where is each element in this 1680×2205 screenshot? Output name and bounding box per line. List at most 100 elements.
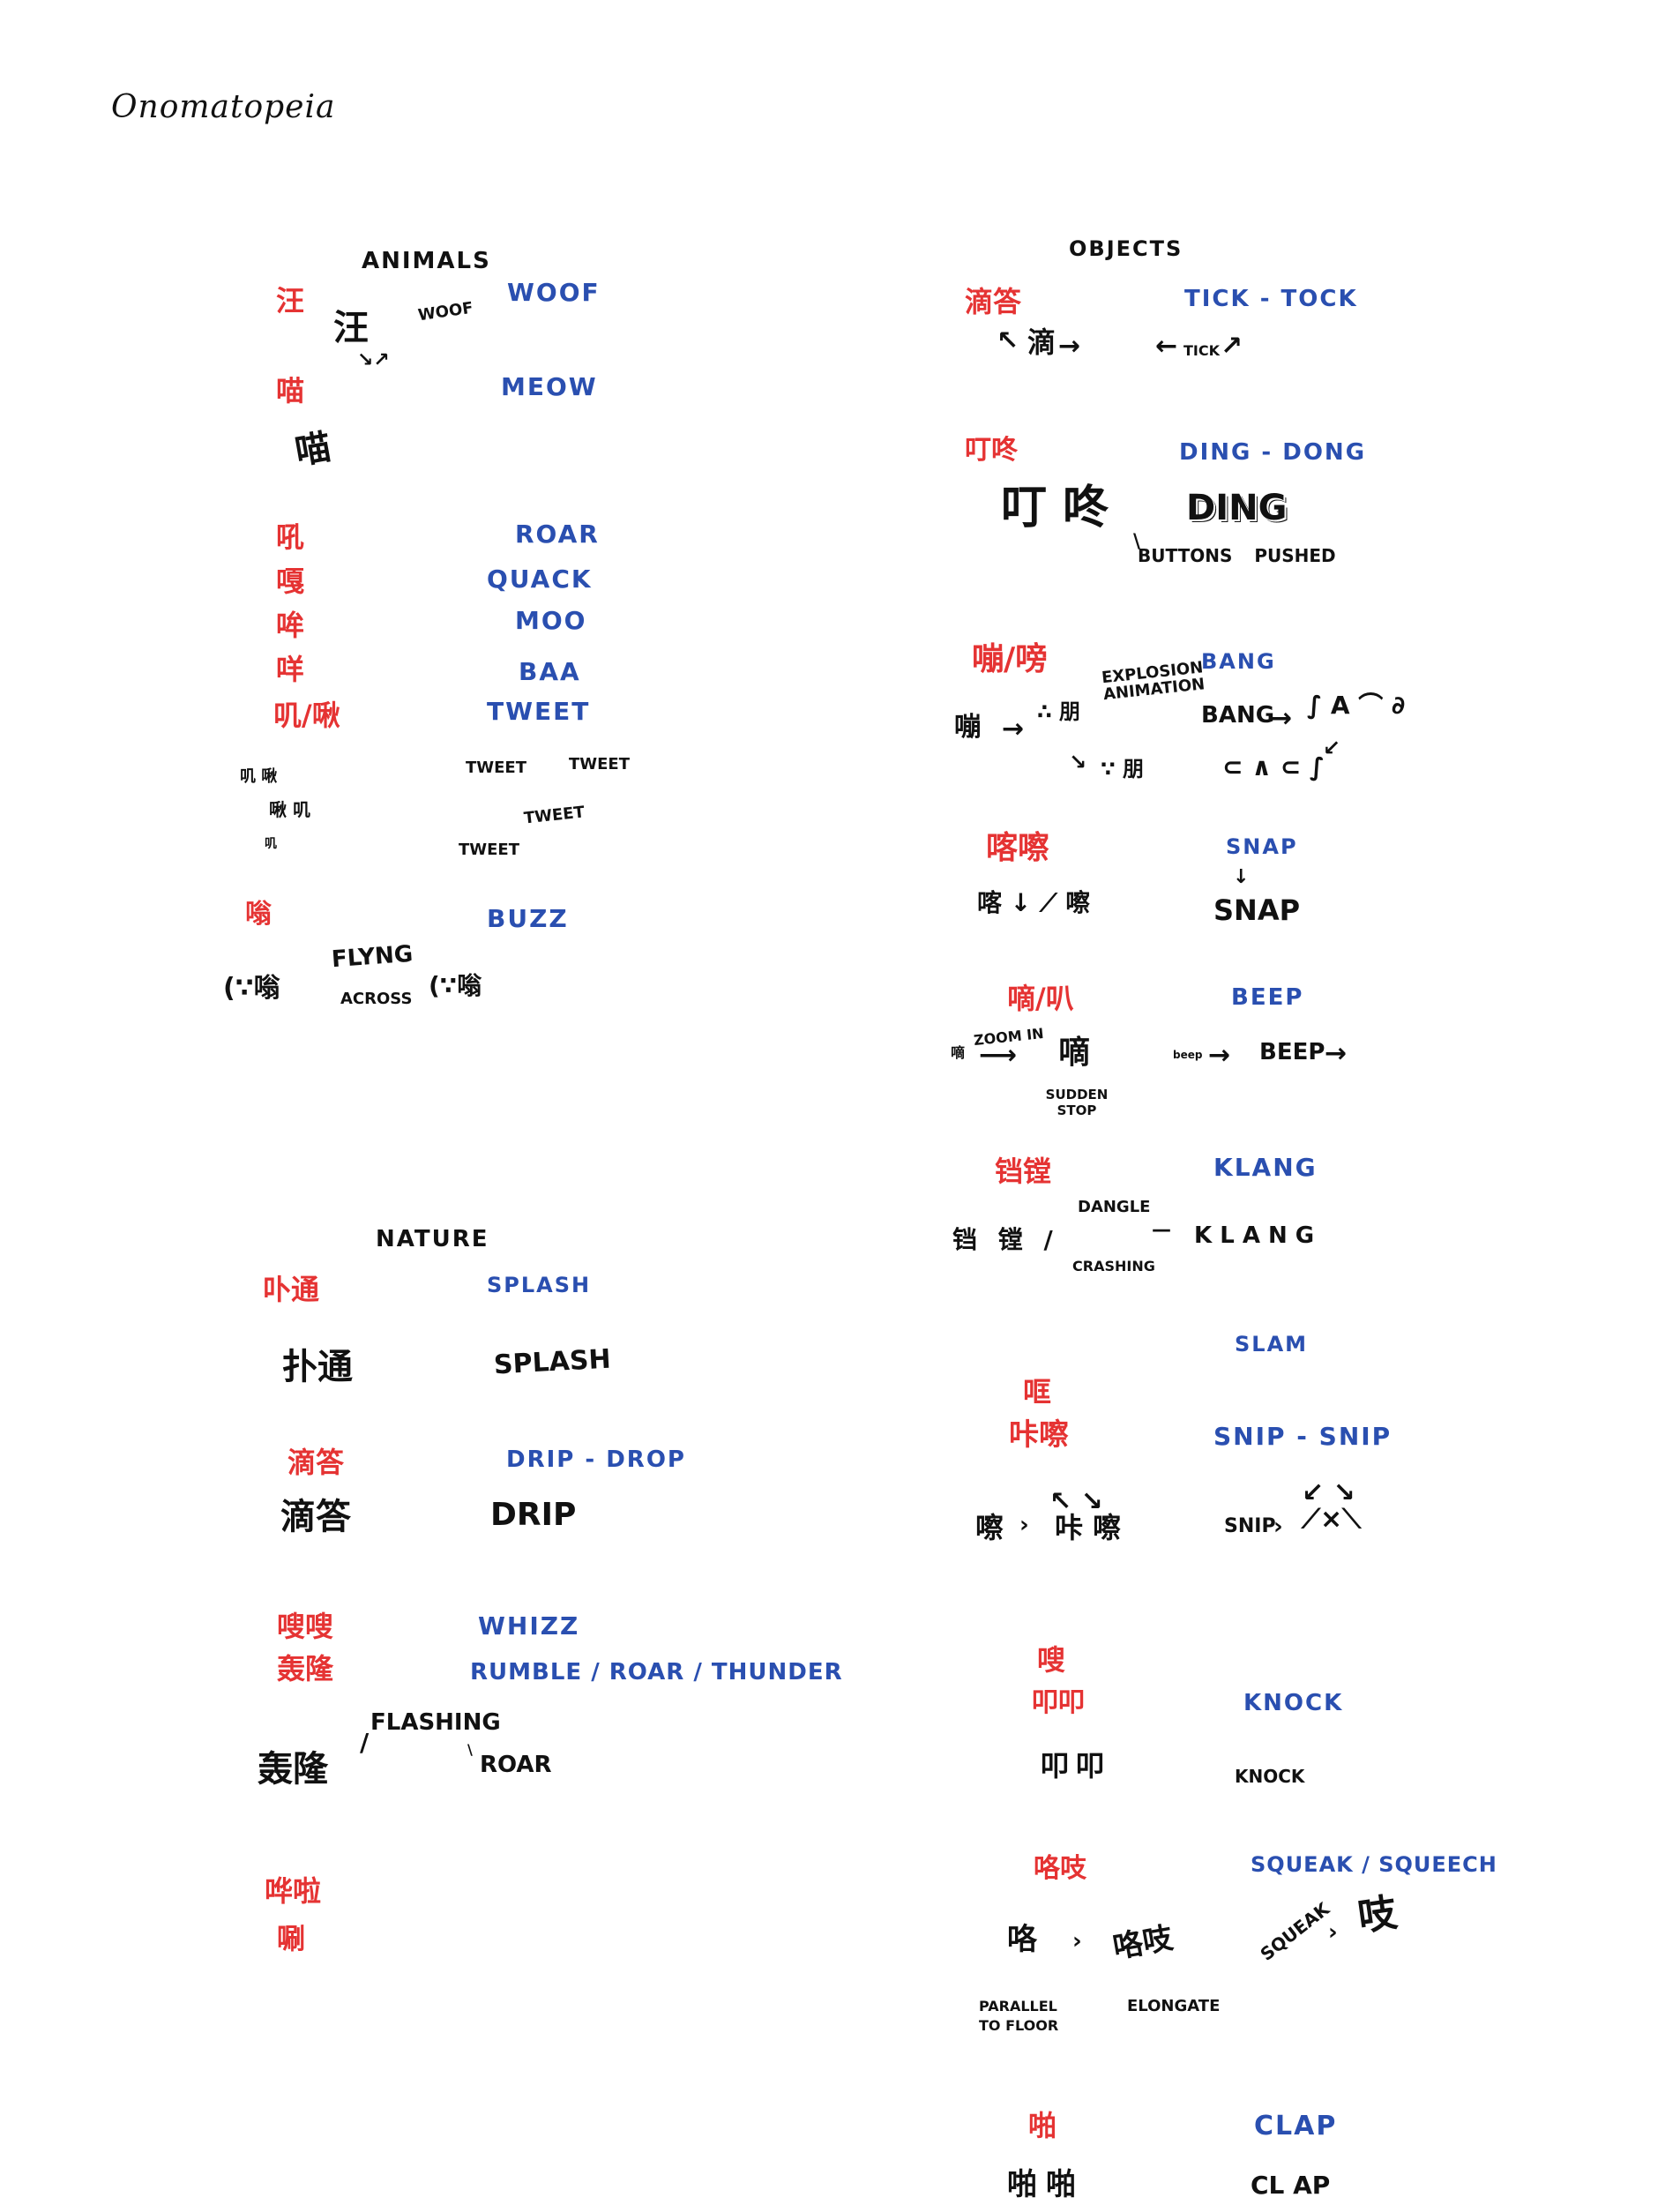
tick-arrow-l2: ← [1155, 331, 1178, 362]
peng-arrow: → [1002, 714, 1025, 744]
snip-arrow: › [1273, 1514, 1283, 1540]
putong-sketch: 扑通 [282, 1347, 353, 1387]
snap-en: SNAP [1226, 834, 1298, 859]
mou-zh: 哞 [276, 609, 305, 642]
buttons-pushed: BUTTONS PUSHED [1138, 545, 1336, 566]
tick-arrow-r1: → [1058, 331, 1081, 362]
slam-en: SLAM [1235, 1332, 1309, 1357]
honglong-zh: 轰隆 [277, 1652, 334, 1686]
flyng-sketch: FLYNG [331, 940, 414, 974]
dingdong-en: DING - DONG [1179, 439, 1367, 466]
miao-zh: 喵 [276, 374, 305, 407]
bang-burst-2: ⊂ ∧ ⊂ ∫ [1222, 752, 1325, 781]
buzz-en: BUZZ [487, 904, 569, 933]
parallel-note: PARALLEL TO FLOOR [979, 1998, 1059, 2035]
dangle-note: DANGLE [1078, 1198, 1151, 1216]
kacha-cut-3: 咔 嚓 [1055, 1511, 1122, 1544]
klang-dash: — [1152, 1219, 1171, 1241]
tick-arrow-r2: ↗ [1221, 331, 1243, 362]
shua-zh: 唰 [277, 1922, 306, 1955]
beep-arrow-1: → [1208, 1040, 1231, 1071]
splash-en: SPLASH [487, 1273, 592, 1297]
drip-drop-en: DRIP - DROP [506, 1446, 686, 1473]
woof-en: WOOF [507, 278, 601, 307]
objects-heading: OBJECTS [1069, 236, 1183, 261]
sou-zh: 嗖 [1037, 1643, 1066, 1677]
bang-arrow: → [1270, 703, 1293, 734]
kuangdang-sketch: 铛 镗 / [952, 1225, 1053, 1254]
wang-zh: 汪 [276, 284, 305, 318]
sudden-stop: SUDDEN STOP [1045, 1087, 1109, 1118]
klang-en: KLANG [1213, 1153, 1318, 1182]
dida-zh: 滴答 [287, 1446, 345, 1479]
tweet-sketch-4: TWEET [459, 841, 520, 859]
gezhi-sketch-2: 咯吱 [1110, 1920, 1176, 1966]
explode-arrow: ↘ [1069, 750, 1087, 774]
bird-sketch-1: 叽 啾 [240, 767, 278, 786]
pengpang-zh: 嘣/嗙 [972, 641, 1048, 677]
klang-sketch: K L A N G [1194, 1222, 1315, 1249]
snap-arrow: ↓ [1233, 866, 1250, 888]
kacha-zh: 喀嚓 [986, 830, 1050, 866]
di-big: 嘀 [1058, 1035, 1091, 1071]
beep-small: beep [1173, 1049, 1203, 1061]
miao-sketch: 喵 [292, 426, 334, 474]
dingdong-zh: 叮咚 [965, 435, 1018, 466]
weng-zh: 嗡 [245, 899, 272, 930]
animals-heading: ANIMALS [362, 248, 491, 274]
mie-zh: 咩 [276, 653, 305, 686]
quack-en: QUACK [487, 564, 593, 594]
rumble-en: RUMBLE / ROAR / THUNDER [470, 1659, 843, 1686]
baa-en: BAA [519, 657, 581, 686]
crashing-note: CRASHING [1072, 1258, 1155, 1274]
knock-en: KNOCK [1243, 1690, 1344, 1716]
squeak-sketch: SQUEAK [1256, 1898, 1333, 1965]
peng-sketch: 嘣 [954, 712, 981, 743]
koukou-sketch: 叩叩 [1041, 1749, 1112, 1783]
gezhi-arrow: › [1072, 1928, 1082, 1955]
hou-zh: 吼 [276, 520, 305, 554]
di-zh: 嘀/叭 [1007, 982, 1074, 1015]
snip-sketch: SNIP [1224, 1515, 1276, 1537]
di-small: 嘀 [951, 1044, 966, 1061]
ticktock-en: TICK - TOCK [1184, 286, 1358, 312]
clap-en: CLAP [1254, 2111, 1338, 2141]
tweet-sketch-1: TWEET [466, 759, 527, 777]
kacha2-zh: 咔嚓 [1009, 1417, 1069, 1453]
snap-sketch: SNAP [1213, 893, 1301, 927]
beep-arrow-2: → [1325, 1038, 1348, 1069]
zoom-arrow: ⟶ [979, 1040, 1018, 1071]
tweet-sketch-2: TWEET [569, 755, 631, 774]
meow-en: MEOW [501, 372, 598, 401]
di-sketch: 滴 [1027, 325, 1057, 359]
dida-sketch: 滴答 [280, 1497, 351, 1537]
explode-sketch-2: ∵ 朋 [1101, 757, 1145, 781]
across-sketch: ACROSS [340, 990, 413, 1008]
snipsnip-en: SNIP - SNIP [1213, 1422, 1393, 1451]
kuangdang-zh: 铛镗 [995, 1155, 1052, 1188]
obj-dida-zh: 滴答 [965, 285, 1022, 318]
tweet-en: TWEET [487, 697, 591, 726]
bang-en: BANG [1201, 649, 1276, 674]
bird-sketch-2: 啾 叽 [269, 799, 310, 820]
bird-sketch-3: 叽 [265, 837, 277, 851]
squeak-en: SQUEAK / SQUEECH [1251, 1852, 1497, 1877]
pa-zh: 啪 [1028, 2109, 1057, 2142]
beep-en: BEEP [1231, 984, 1304, 1011]
clap-sketch: CL AP [1251, 2171, 1331, 2200]
flash-tick: / [360, 1728, 370, 1757]
tweet-sketch-3: TWEET [523, 803, 586, 828]
explode-sketch-1: ∴ 朋 [1037, 699, 1081, 724]
putong-zh: 卟通 [263, 1273, 320, 1306]
tick-arrow-l1: ↖ [997, 325, 1019, 356]
dingdong-sketch: 叮咚 [1001, 482, 1125, 534]
bang-burst-arrow: ↙ [1323, 736, 1341, 760]
pushed-tick: \ [1133, 531, 1141, 553]
roar-en: ROAR [515, 519, 600, 549]
snip-cut: ↙ ↘ ⟋⨯⟍ [1302, 1477, 1362, 1535]
gezhi-sketch-1: 咯 [1007, 1922, 1037, 1957]
bang-burst-1: ∫ A ⌒ ∂ [1307, 691, 1406, 720]
bang-sketch: BANG [1201, 702, 1275, 729]
roar-tick: \ [467, 1741, 473, 1758]
moo-en: MOO [515, 606, 587, 635]
